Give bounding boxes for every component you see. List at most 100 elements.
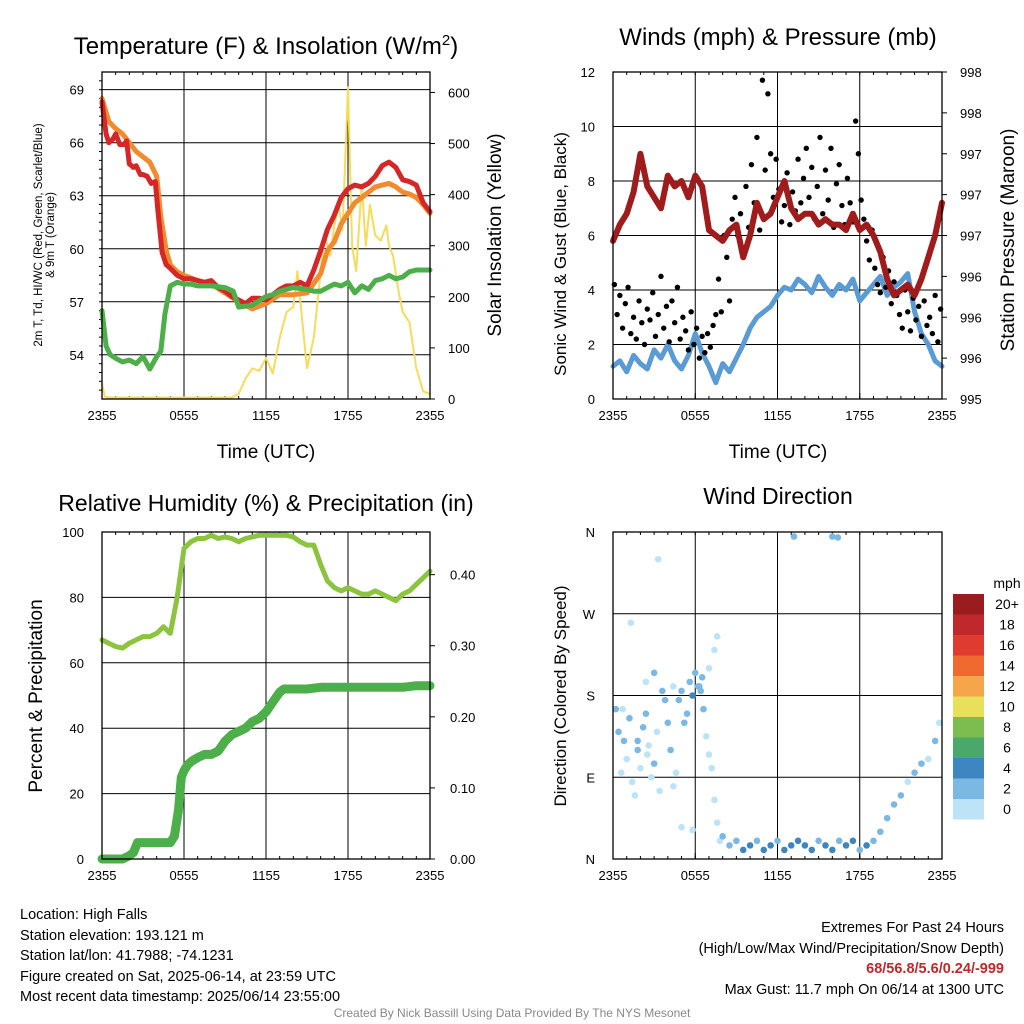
direction-point [667, 746, 674, 754]
gust-point [655, 311, 661, 318]
direction-point [696, 683, 703, 690]
direction-point [617, 769, 625, 777]
extremes-values: 68/56.8/5.6/0.24/-999 [866, 961, 1004, 977]
direction-point [643, 751, 651, 758]
speed-legend: mph 20+ 18 16 14 12 10 8 6 4 2 0 [953, 575, 1021, 820]
legend-swatch [953, 655, 984, 676]
gust-point [696, 355, 703, 361]
direction-point [794, 837, 802, 845]
chart-title-main: Temperature (F) & Insolation (W/m [74, 33, 442, 60]
gust-point [921, 298, 927, 304]
y-tick-label-left: 12 [581, 65, 595, 80]
x-tick-label: 1755 [334, 408, 363, 423]
gust-point [663, 303, 670, 310]
gust-point [748, 161, 755, 168]
credit-text: Created By Nick Bassill Using Data Provi… [333, 1006, 691, 1020]
direction-point [689, 826, 696, 834]
x-tick-label: 1155 [764, 868, 792, 883]
y-tick-label-right: 998 [960, 106, 982, 121]
precip-line [97, 681, 435, 864]
direction-point [781, 846, 788, 854]
plot-frame [612, 71, 943, 400]
gust-point [756, 227, 763, 233]
gust-point [759, 77, 766, 83]
direction-point [620, 737, 628, 745]
x-tick-label: 2355 [599, 868, 628, 883]
gust-point [647, 317, 653, 323]
timestamp-text: Most recent data timestamp: 2025/06/14 2… [20, 989, 341, 1005]
gust-point [743, 183, 749, 190]
gust-point [773, 156, 779, 162]
y-tick-label-left: 54 [70, 348, 84, 363]
gust-point [630, 314, 637, 320]
y-tick-label-left: 0 [77, 852, 84, 867]
gust-point [636, 298, 642, 304]
y-tick-label-right: 0.40 [450, 568, 475, 583]
gust-point [915, 303, 922, 310]
panel-2: 2355 0555 1155 1755 2355 0 2 4 6 8 10 12 995 996 996 99… [551, 24, 1019, 463]
y-tick-label-right: 0.10 [450, 781, 475, 796]
y-tick-label-right: 500 [448, 137, 470, 152]
gust-point [798, 200, 804, 206]
y-tick-label-left: S [586, 689, 595, 704]
direction-point [634, 737, 641, 745]
direction-point [829, 846, 836, 854]
gust-point [863, 238, 870, 244]
direction-point [739, 846, 747, 854]
direction-point [931, 737, 939, 745]
x-tick-label: 1755 [845, 868, 874, 883]
gust-point [778, 219, 785, 225]
chart-title-end: ) [450, 33, 458, 60]
legend-swatch [953, 799, 984, 820]
x-tick-label: 1155 [252, 868, 280, 883]
y-tick-label-right: 200 [448, 290, 470, 305]
legend-label: 6 [1003, 740, 1011, 756]
gust-point [828, 145, 834, 151]
direction-point [623, 755, 631, 763]
legend-label: 8 [1003, 719, 1011, 735]
y-axis-label-right: Solar Insolation (Yellow) [485, 133, 506, 336]
legend-label: 4 [1003, 760, 1011, 776]
direction-point [661, 696, 669, 704]
direction-point [670, 683, 677, 690]
y-tick-label-left: N [586, 852, 595, 867]
direction-point [678, 823, 685, 831]
gust-point [855, 151, 862, 157]
direction-point [863, 842, 870, 849]
legend-title: mph [993, 575, 1020, 591]
y-tick-label-left: 8 [588, 174, 595, 189]
gust-point [762, 167, 768, 173]
gust-point [836, 161, 842, 168]
direction-point [683, 710, 691, 717]
gust-point [789, 189, 796, 195]
direction-point [626, 714, 633, 722]
direction-point [615, 728, 622, 736]
gust-point [825, 197, 831, 203]
y-tick-label-right: 996 [960, 351, 982, 366]
chart-title: Temperature (F) & Insolation (W/m2) [74, 32, 458, 60]
y-axis-label-left: 2m T, Td, HI/WC (Red, Green, Scarlet/Blu… [33, 123, 45, 346]
x-axis-label: Time (UTC) [217, 442, 316, 463]
direction-point [760, 846, 768, 854]
direction-point [678, 687, 685, 695]
gust-point [935, 339, 941, 345]
direction-point [639, 723, 647, 731]
gust-point [693, 325, 700, 331]
direction-point [705, 664, 713, 672]
gust-point [929, 330, 936, 337]
x-tick-label: 0555 [170, 868, 199, 883]
legend-swatch [953, 778, 984, 799]
gust-point [707, 344, 714, 350]
created-text: Figure created on Sat, 2025-06-14, at 23… [20, 968, 336, 985]
direction-point [711, 796, 718, 804]
direction-point [698, 674, 706, 681]
direction-point [642, 678, 650, 686]
max-gust-text: Max Gust: 11.7 mph On 06/14 at 1300 UTC [724, 981, 1004, 998]
gust-point [861, 216, 867, 222]
legend-swatch [953, 696, 984, 717]
gust-point [787, 221, 793, 228]
direction-point [650, 760, 658, 767]
gust-point [877, 290, 884, 296]
gust-point [833, 181, 840, 187]
chart-title: Relative Humidity (%) & Precipitation (i… [58, 490, 473, 516]
